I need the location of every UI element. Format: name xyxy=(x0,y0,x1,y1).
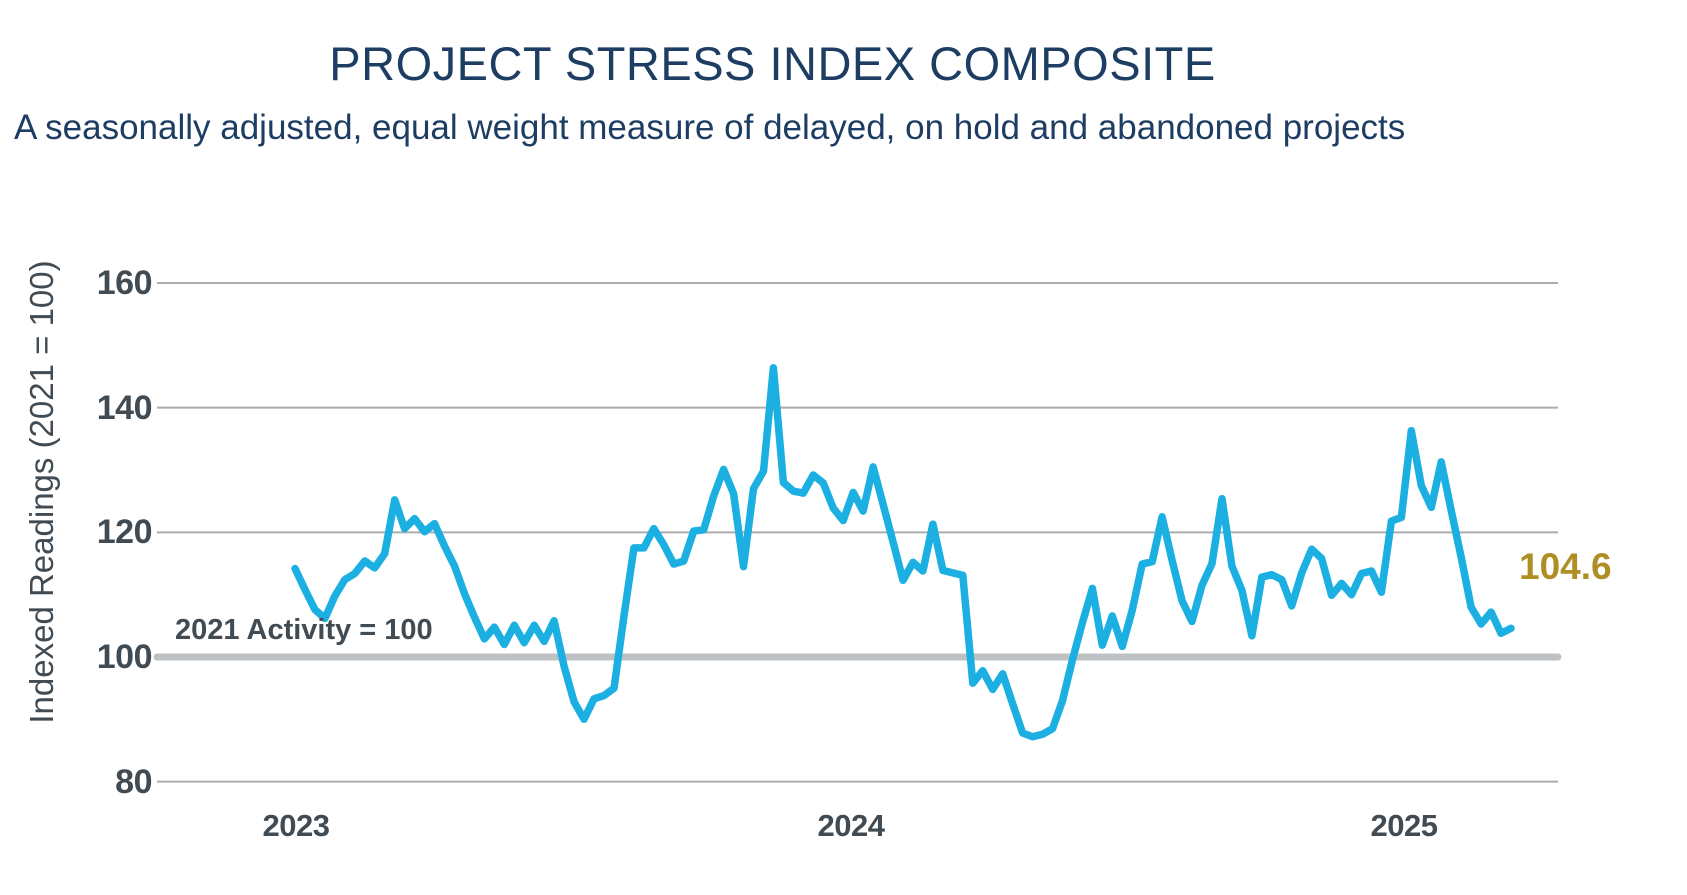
x-tick-label-2024: 2024 xyxy=(817,808,885,843)
y-tick-label-120: 120 xyxy=(96,513,153,552)
x-tick-label-2025: 2025 xyxy=(1370,808,1438,843)
series-line-project-stress-index xyxy=(291,364,1515,741)
x-tick-label-2023: 2023 xyxy=(262,808,330,843)
y-tick-label-140: 140 xyxy=(96,388,153,427)
chart-title: PROJECT STRESS INDEX COMPOSITE xyxy=(329,37,1216,90)
chart-subtitle: A seasonally adjusted, equal weight meas… xyxy=(14,108,1406,147)
y-tick-label-80: 80 xyxy=(115,762,152,801)
y-tick-label-100: 100 xyxy=(96,638,153,676)
latest-value-label: 104.6 xyxy=(1519,546,1612,587)
baseline-annotation: 2021 Activity = 100 xyxy=(175,614,433,646)
y-tick-label-160: 160 xyxy=(96,264,153,302)
